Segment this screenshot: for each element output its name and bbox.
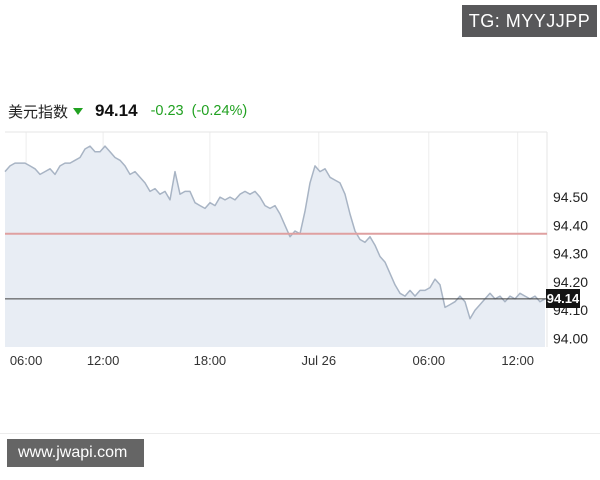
price-line [4, 145, 546, 320]
quote-header: 美元指数 94.14 -0.23 (-0.24%) [8, 99, 247, 123]
symbol-name: 美元指数 [8, 103, 69, 121]
y-axis-label: 94.40 [553, 217, 588, 233]
x-axis-label: Jul 26 [301, 353, 336, 368]
down-triangle-icon [73, 108, 84, 115]
x-axis-label: 18:00 [194, 353, 227, 368]
y-axis-label: 94.50 [553, 189, 588, 205]
price-change: -0.23 [150, 103, 184, 119]
y-axis-label: 94.30 [553, 246, 588, 262]
last-price-badge: 94.14 [546, 289, 580, 308]
x-axis-label: 06:00 [413, 353, 446, 368]
watermark: www.jwapi.com [7, 439, 144, 467]
y-axis-label: 94.20 [553, 274, 588, 290]
last-price: 94.14 [95, 101, 138, 120]
bottom-divider [0, 433, 600, 434]
area-fill [5, 146, 545, 347]
x-axis-label: 06:00 [10, 353, 43, 368]
tg-badge: TG: MYYJJPP [462, 5, 597, 37]
x-axis-label: 12:00 [501, 353, 534, 368]
price-change-percent: (-0.24%) [191, 103, 248, 119]
x-axis-label: 12:00 [87, 353, 120, 368]
y-axis-label: 94.00 [553, 331, 588, 347]
